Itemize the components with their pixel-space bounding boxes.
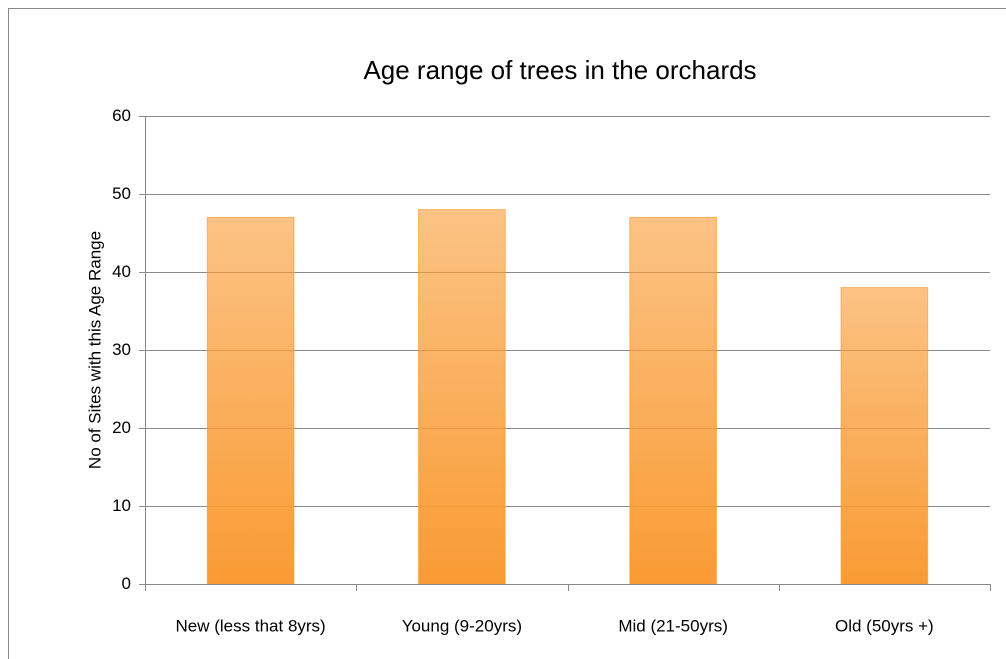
x-tick-label: Young (9-20yrs) [402, 616, 522, 635]
y-tick-label: 60 [112, 106, 131, 125]
bar [206, 216, 295, 585]
bar [629, 216, 717, 585]
y-axis-label: No of Sites with this Age Range [85, 231, 104, 469]
y-tick-label: 40 [112, 262, 131, 281]
bar [840, 287, 929, 585]
y-tick-label: 30 [112, 340, 131, 359]
y-tick-label: 20 [112, 418, 131, 437]
bar [418, 209, 506, 585]
x-tick-label: Mid (21-50yrs) [618, 616, 728, 635]
y-tick-label: 0 [122, 574, 131, 593]
chart-title: Age range of trees in the orchards [363, 55, 756, 85]
y-tick-label: 50 [112, 184, 131, 203]
y-tick-label: 10 [112, 496, 131, 515]
x-tick-label: Old (50yrs +) [835, 616, 934, 635]
x-tick-label: New (less that 8yrs) [176, 616, 326, 635]
